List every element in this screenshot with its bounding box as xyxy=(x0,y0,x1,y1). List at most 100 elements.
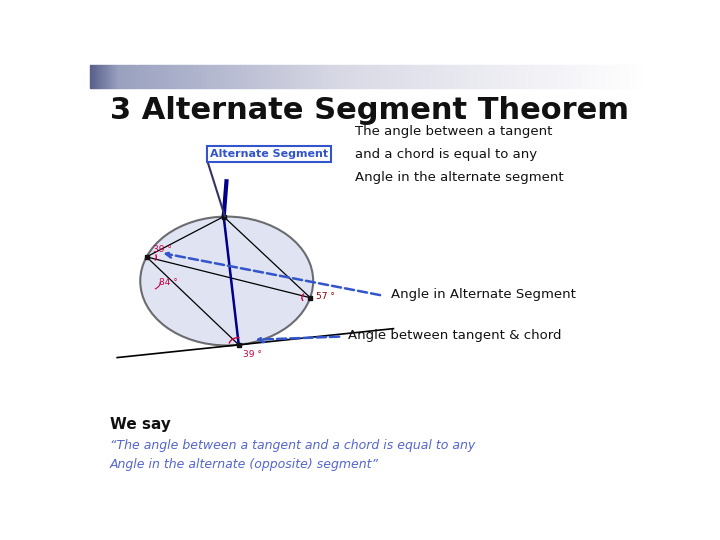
Bar xyxy=(276,65,278,87)
Bar xyxy=(315,65,317,87)
Bar xyxy=(505,65,507,87)
Bar xyxy=(512,65,514,87)
Bar xyxy=(361,65,364,87)
Bar xyxy=(609,65,611,87)
Bar xyxy=(559,65,561,87)
Bar xyxy=(440,65,441,87)
Bar xyxy=(615,65,616,87)
Bar xyxy=(112,65,114,87)
Bar xyxy=(590,65,592,87)
Bar xyxy=(386,65,387,87)
Bar xyxy=(250,65,252,87)
Bar xyxy=(351,65,352,87)
Bar xyxy=(94,65,96,87)
Bar xyxy=(521,65,523,87)
Bar xyxy=(284,65,285,87)
Bar xyxy=(161,65,163,87)
Bar xyxy=(514,65,516,87)
Bar xyxy=(466,65,467,87)
Bar xyxy=(157,65,159,87)
Bar xyxy=(302,65,304,87)
Bar xyxy=(339,65,341,87)
Bar xyxy=(107,65,109,87)
Bar xyxy=(438,65,440,87)
Bar xyxy=(482,65,485,87)
Bar xyxy=(631,65,633,87)
Bar xyxy=(606,65,607,87)
Bar xyxy=(641,65,642,87)
Bar xyxy=(629,65,631,87)
Bar xyxy=(132,65,135,87)
Bar xyxy=(176,65,177,87)
Bar xyxy=(365,65,367,87)
Bar xyxy=(258,65,259,87)
Bar xyxy=(237,65,239,87)
Bar xyxy=(460,65,462,87)
Bar xyxy=(588,65,590,87)
Bar xyxy=(151,65,153,87)
Bar xyxy=(291,65,293,87)
Bar xyxy=(343,65,345,87)
Bar xyxy=(520,65,521,87)
Bar xyxy=(611,65,613,87)
Bar xyxy=(304,65,306,87)
Bar xyxy=(377,65,378,87)
Bar xyxy=(198,65,199,87)
Bar xyxy=(239,65,240,87)
Bar xyxy=(179,65,181,87)
Bar xyxy=(131,65,132,87)
Bar xyxy=(168,65,170,87)
Bar xyxy=(287,65,289,87)
Bar xyxy=(542,65,544,87)
Bar xyxy=(248,65,250,87)
Bar xyxy=(114,65,116,87)
Bar xyxy=(418,65,419,87)
Bar xyxy=(561,65,562,87)
Bar xyxy=(479,65,481,87)
Bar xyxy=(294,65,297,87)
Bar xyxy=(265,65,266,87)
Bar xyxy=(533,65,534,87)
Bar xyxy=(574,65,575,87)
Text: Angle in the alternate (opposite) segment”: Angle in the alternate (opposite) segmen… xyxy=(109,458,379,471)
Bar xyxy=(373,65,374,87)
Bar xyxy=(209,65,211,87)
Bar xyxy=(185,65,186,87)
Bar xyxy=(481,65,482,87)
Bar xyxy=(228,65,230,87)
Bar xyxy=(583,65,585,87)
Bar xyxy=(271,65,272,87)
Bar xyxy=(274,65,276,87)
Bar xyxy=(332,65,333,87)
Bar xyxy=(453,65,454,87)
Bar xyxy=(618,65,620,87)
Bar xyxy=(155,65,157,87)
Bar xyxy=(384,65,386,87)
Bar xyxy=(364,65,365,87)
Bar xyxy=(116,65,118,87)
Bar xyxy=(320,65,323,87)
Bar xyxy=(352,65,354,87)
Bar xyxy=(534,65,536,87)
Bar xyxy=(577,65,579,87)
Bar xyxy=(423,65,425,87)
Bar xyxy=(324,65,326,87)
Bar xyxy=(204,65,205,87)
Bar xyxy=(269,65,271,87)
Bar xyxy=(118,65,120,87)
Text: “The angle between a tangent and a chord is equal to any: “The angle between a tangent and a chord… xyxy=(109,440,474,453)
Bar xyxy=(345,65,347,87)
Bar xyxy=(603,65,606,87)
Bar xyxy=(462,65,464,87)
Bar xyxy=(402,65,405,87)
Bar xyxy=(557,65,559,87)
Bar xyxy=(360,65,361,87)
Bar xyxy=(282,65,284,87)
Text: and a chord is equal to any: and a chord is equal to any xyxy=(355,148,537,161)
Bar xyxy=(508,65,510,87)
Bar xyxy=(172,65,174,87)
Bar xyxy=(456,65,458,87)
Bar xyxy=(626,65,628,87)
Bar xyxy=(490,65,492,87)
Bar xyxy=(371,65,373,87)
